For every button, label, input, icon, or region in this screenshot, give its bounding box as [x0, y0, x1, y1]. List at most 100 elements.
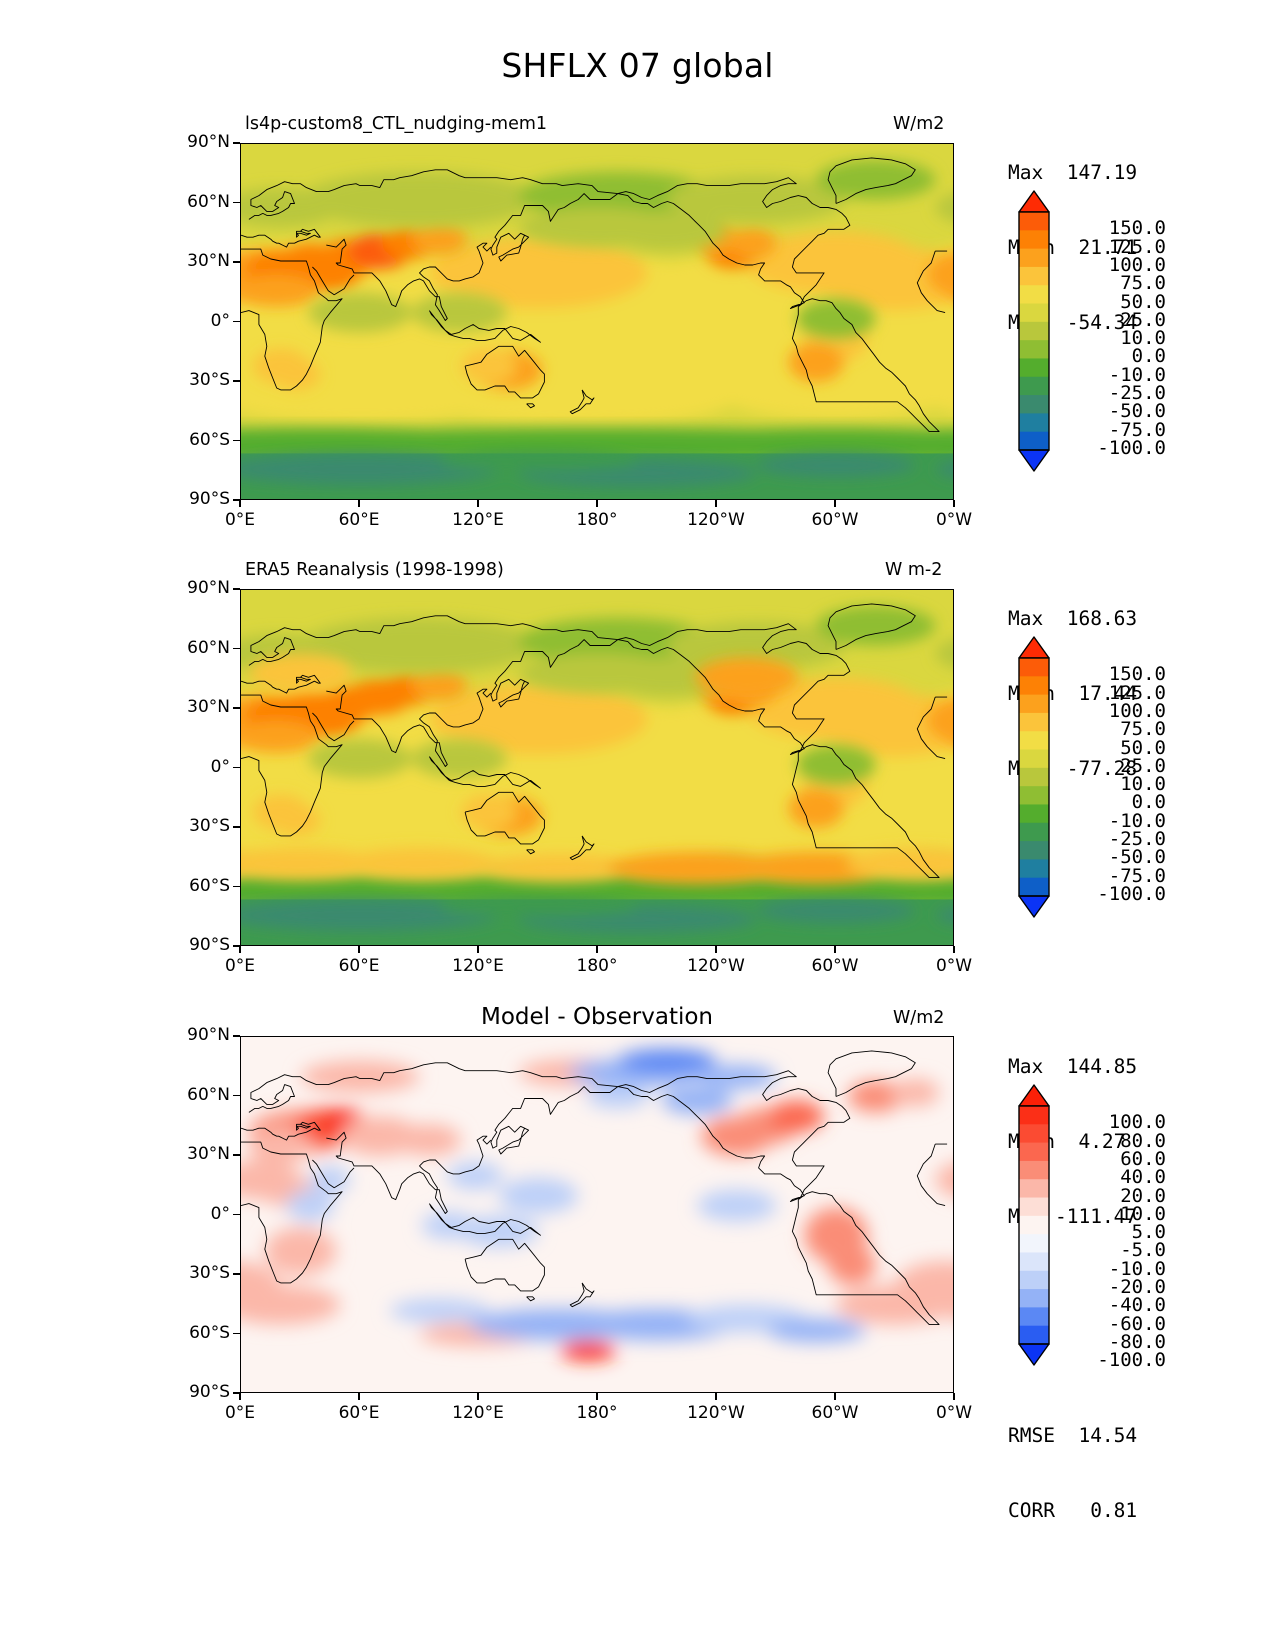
- stat-mean-value: 17.44: [1078, 682, 1138, 705]
- x-axis-tick-mark: [953, 946, 955, 953]
- colorbar-tick-label: -100.0: [1097, 1349, 1166, 1372]
- colorbar-tick-label: 25.0: [1120, 754, 1166, 777]
- y-axis-tick-label: 30°S: [189, 370, 230, 390]
- x-axis-tick-label: 180°: [576, 510, 618, 530]
- panel-observation-label: ERA5 Reanalysis (1998-1998): [245, 560, 504, 580]
- colorbar-tick-label: -10.0: [1108, 1257, 1166, 1280]
- y-axis-tick-label: 90°N: [187, 578, 230, 598]
- colorbar-tick-label: 80.0: [1120, 1129, 1166, 1152]
- x-axis-tick-label: 60°E: [338, 1403, 380, 1423]
- map-observation[interactable]: [240, 589, 954, 946]
- figure-title: SHFLX 07 global: [501, 46, 774, 85]
- colorbar-observation: [1010, 636, 1058, 918]
- colorbar-tick-label: 100.0: [1108, 699, 1166, 722]
- colorbar-tick-label: -80.0: [1108, 1331, 1166, 1353]
- x-axis-tick-mark: [715, 500, 717, 507]
- panel-model-label: ls4p-custom8_CTL_nudging-mem1: [245, 114, 548, 134]
- y-axis-tick-mark: [233, 707, 240, 709]
- x-axis-tick-mark: [477, 500, 479, 507]
- colorbar-tick-label: 0.0: [1131, 345, 1166, 368]
- y-axis-tick-label: 30°N: [187, 697, 230, 717]
- colorbar-tick-label: 75.0: [1120, 718, 1166, 741]
- y-axis-tick-mark: [233, 380, 240, 382]
- colorbar-tick-label: 25.0: [1120, 308, 1166, 331]
- y-axis-tick-mark: [233, 766, 240, 769]
- y-axis-tick-label: 30°N: [187, 1144, 230, 1164]
- colorbar-tick-label: -10.0: [1108, 363, 1166, 386]
- stat-min-value: -77.28: [1066, 757, 1138, 780]
- y-axis-tick-mark: [233, 1332, 240, 1335]
- y-axis-tick-mark: [233, 647, 240, 650]
- x-axis-tick-label: 120°W: [687, 510, 745, 530]
- colorbar-tick-label: -50.0: [1108, 846, 1166, 869]
- colorbar-tick-label: 125.0: [1108, 681, 1166, 704]
- y-axis-tick-mark: [233, 588, 240, 590]
- x-axis-tick-mark: [834, 1393, 836, 1400]
- y-axis-tick-label: 30°N: [187, 251, 230, 271]
- panel-model-units: W/m2: [893, 114, 945, 134]
- corr-label: CORR: [1008, 1499, 1055, 1522]
- stat-max-value: 147.19: [1066, 161, 1138, 184]
- y-axis-tick-label: 90°S: [189, 1382, 230, 1402]
- colorbar-tick-label: 60.0: [1120, 1147, 1166, 1170]
- stat-max-value: 168.63: [1066, 607, 1138, 630]
- y-axis-tick-label: 60°S: [189, 1322, 230, 1343]
- y-axis-tick-label: 60°N: [187, 191, 230, 212]
- x-axis-tick-mark: [596, 500, 598, 507]
- colorbar-difference-labels: 100.0 80.0 60.0 40.0 20.0 10.0 5.0 -5.0 -10.0 -20…: [1062, 1084, 1166, 1371]
- y-axis-tick-label: 90°N: [187, 1025, 230, 1045]
- x-axis-tick-label: 120°E: [452, 510, 504, 530]
- x-axis-tick-label: 0°W: [935, 510, 973, 530]
- y-axis-tick-label: 0°: [210, 756, 230, 777]
- colorbar-tick-label: -75.0: [1108, 418, 1166, 441]
- x-axis-tick-mark: [358, 500, 360, 507]
- colorbar-tick-label: -100.0: [1097, 883, 1166, 905]
- stat-max-value: 144.85: [1066, 1055, 1138, 1078]
- colorbar-tick-label: -20.0: [1108, 1276, 1166, 1299]
- colorbar-tick-label: 125.0: [1108, 235, 1166, 258]
- y-axis-tick-label: 90°S: [189, 935, 230, 955]
- y-axis-tick-label: 60°S: [189, 429, 230, 450]
- colorbar-tick-label: -5.0: [1120, 1239, 1166, 1262]
- y-axis-tick-label: 60°N: [187, 637, 230, 658]
- x-axis-tick-label: 0°E: [224, 1403, 256, 1423]
- y-axis-tick-label: 30°S: [189, 1263, 230, 1283]
- colorbar-model-labels: 150.0 125.0 100.0 75.0 50.0 25.0 10.0 0.0 -10.0-…: [1062, 190, 1166, 472]
- y-axis-tick-label: 0°: [210, 1203, 230, 1224]
- x-axis-tick-mark: [358, 946, 360, 953]
- colorbar-tick-label: 100.0: [1108, 1111, 1166, 1134]
- panel-difference-units: W/m2: [893, 1008, 945, 1028]
- colorbar-tick-label: 150.0: [1108, 217, 1166, 240]
- y-axis-tick-label: 0°: [210, 310, 230, 331]
- x-axis-tick-label: 120°E: [452, 1403, 504, 1423]
- y-axis-tick-mark: [233, 945, 240, 947]
- y-axis-tick-mark: [233, 826, 240, 828]
- x-axis-tick-mark: [953, 500, 955, 507]
- x-axis-tick-mark: [596, 1393, 598, 1400]
- x-axis-tick-mark: [715, 946, 717, 953]
- colorbar-tick-label: 50.0: [1120, 736, 1166, 759]
- x-axis-tick-mark: [239, 500, 241, 507]
- colorbar-tick-label: -25.0: [1108, 828, 1166, 851]
- y-axis-tick-mark: [233, 1154, 240, 1156]
- stat-min-value: -54.34: [1066, 311, 1138, 334]
- colorbar-tick-label: -40.0: [1108, 1294, 1166, 1317]
- colorbar-tick-label: 10.0: [1120, 773, 1166, 796]
- x-axis-tick-mark: [596, 946, 598, 953]
- map-difference[interactable]: [240, 1036, 954, 1393]
- x-axis-tick-mark: [953, 1393, 955, 1400]
- colorbar-tick-label: 20.0: [1120, 1184, 1166, 1207]
- x-axis-tick-label: 60°W: [811, 1403, 859, 1423]
- colorbar-tick-label: -75.0: [1108, 864, 1166, 887]
- y-axis-tick-label: 60°N: [187, 1084, 230, 1105]
- y-axis-tick-mark: [233, 261, 240, 263]
- y-axis-tick-mark: [233, 142, 240, 144]
- colorbar-tick-label: 0.0: [1131, 791, 1166, 814]
- x-axis-tick-mark: [239, 1393, 241, 1400]
- colorbar-tick-label: 40.0: [1120, 1166, 1166, 1189]
- x-axis-tick-mark: [834, 500, 836, 507]
- y-axis-tick-label: 90°S: [189, 489, 230, 509]
- map-model[interactable]: [240, 143, 954, 500]
- colorbar-tick-label: 75.0: [1120, 272, 1166, 295]
